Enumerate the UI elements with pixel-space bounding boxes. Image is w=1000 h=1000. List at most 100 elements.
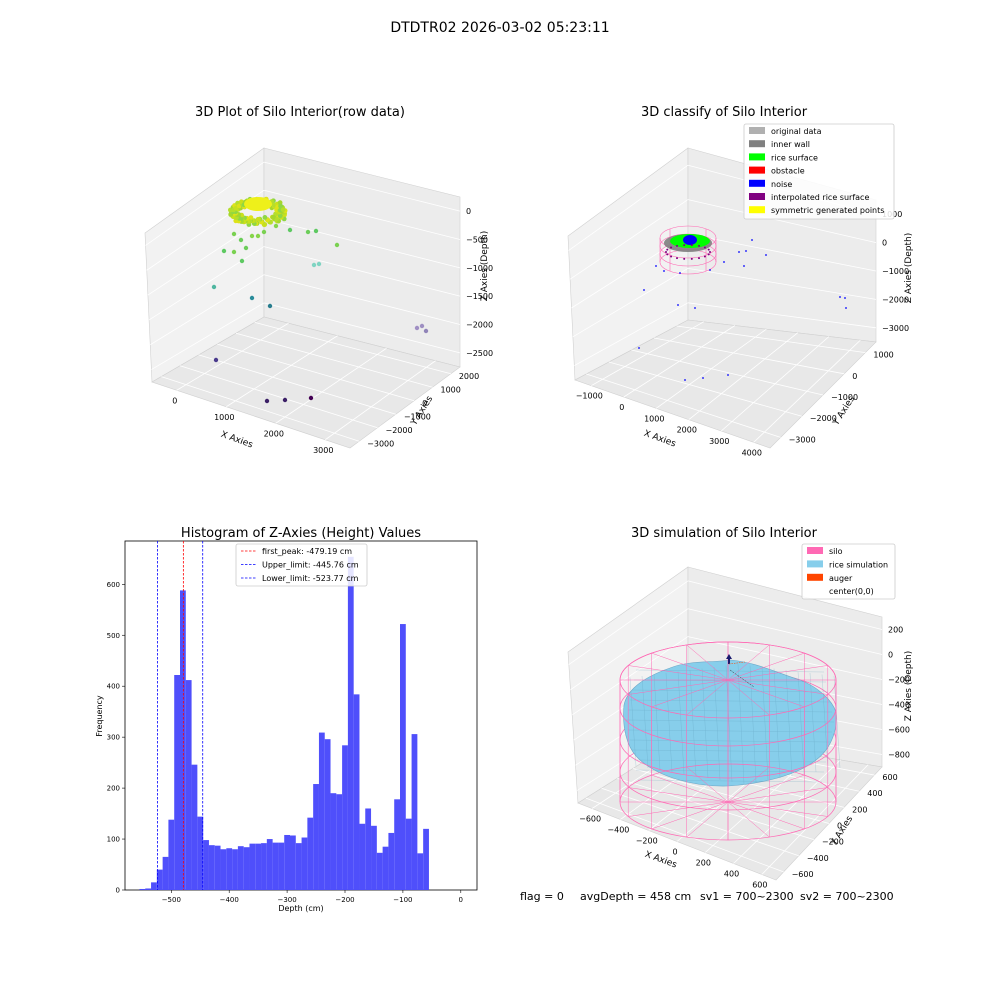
hist-x-tick: −500	[162, 896, 181, 904]
panel-simulation-3d: 3D simulation of Silo Interior	[567, 526, 914, 890]
panel2-legend: original data inner wall rice surface obsta…	[743, 123, 895, 220]
hist-bar	[139, 888, 146, 890]
panel2-gridlines	[568, 164, 877, 443]
interp-point	[666, 253, 669, 256]
raw-point	[238, 237, 244, 243]
hist-bar	[324, 739, 331, 890]
x-tick-label: −1000	[576, 392, 603, 401]
hist-y-tick: 100	[107, 836, 120, 844]
hist-bar	[284, 834, 290, 890]
panel2-xlabel: X Axies	[642, 429, 677, 450]
footer-sv1: sv1 = 700~2300	[700, 890, 794, 903]
legend-swatch	[749, 206, 765, 214]
raw-point	[211, 284, 217, 290]
hist-bar	[388, 832, 395, 890]
x-tick-label: 1000	[644, 414, 664, 423]
legend-swatch	[749, 179, 765, 187]
y-tick-label: 600	[882, 773, 897, 782]
x-tick-label: 0	[172, 396, 177, 405]
noise-point	[679, 272, 681, 274]
hist-bar	[400, 624, 406, 890]
auger-head	[726, 654, 732, 659]
raw-point	[221, 248, 227, 254]
interp-point	[665, 251, 667, 253]
raw-point	[414, 325, 420, 331]
hist-bar	[359, 823, 366, 890]
hist-x-tick: 0	[459, 896, 463, 904]
legend-label: rice surface	[771, 153, 818, 162]
legend-swatch	[749, 140, 765, 148]
z-tick-label: −1500	[466, 292, 493, 301]
y-tick-label: −200	[822, 838, 844, 847]
hist-bar	[353, 694, 360, 890]
hist-bar	[290, 835, 296, 890]
raw-point	[311, 262, 317, 268]
interp-point	[670, 255, 673, 258]
hist-x-tick: −200	[335, 896, 354, 904]
z-tick-label: −1000	[882, 267, 909, 276]
x-tick-label: 2000	[264, 429, 284, 438]
panel1-gridlines	[145, 161, 461, 442]
footer-avg-depth: avgDepth = 458 cm	[580, 890, 691, 903]
x-tick-label: 200	[696, 859, 711, 868]
raw-point	[334, 242, 340, 248]
x-tick-label: 600	[752, 881, 767, 890]
hist-bar	[255, 843, 262, 890]
raw-point	[316, 261, 322, 267]
x-tick-label: 0	[672, 848, 677, 857]
raw-point	[267, 303, 273, 309]
hist-bar	[272, 842, 279, 890]
hist-bar	[232, 849, 238, 890]
auger-arm	[728, 661, 746, 665]
raw-point	[248, 215, 254, 221]
raw-point	[255, 217, 261, 222]
interp-point	[676, 257, 678, 260]
footer-status: flag = 0 avgDepth = 458 cm sv1 = 700~230…	[520, 890, 894, 903]
noise-point	[638, 347, 640, 349]
hist-y-tick: 600	[107, 581, 120, 589]
z-tick-label: −200	[888, 676, 910, 685]
legend-label: auger	[829, 574, 853, 583]
interp-point	[670, 246, 673, 249]
legend-swatch	[807, 547, 823, 554]
panel1-xlabel: X Axies	[219, 430, 254, 451]
panel1-ticks: 0 1000 2000 3000 2000 1000 0 −1000 −2000 −3000 0 −5…	[172, 207, 493, 455]
hist-bar	[330, 793, 337, 890]
x-tick-label: 0	[619, 403, 624, 412]
hist-bar	[214, 845, 221, 890]
hist-y-tick: 200	[107, 785, 120, 793]
panel4-legend: silo rice simulation auger center(0,0)	[801, 543, 896, 600]
raw-point	[277, 213, 283, 219]
panel1-pane-floor	[151, 316, 461, 449]
hist-x-tick: −300	[277, 896, 296, 904]
raw-point	[280, 207, 286, 213]
x-tick-label: −600	[579, 815, 601, 824]
legend-swatch	[749, 127, 765, 134]
legend-swatch	[749, 166, 765, 174]
hist-ticks: −500 −400 −300 −200 −100 0 0 100 200 300 400 500 600	[107, 581, 463, 904]
hist-bar	[371, 825, 377, 890]
raw-point	[270, 214, 276, 220]
raw-point	[239, 258, 245, 264]
legend-swatch	[807, 573, 823, 581]
legend-swatch	[807, 560, 823, 568]
x-tick-label: 3000	[313, 446, 333, 455]
hist-bar	[220, 849, 227, 890]
hist-bar	[249, 843, 256, 890]
z-tick-label: −400	[888, 701, 910, 710]
hist-bar	[423, 828, 429, 890]
y-tick-label: 0	[837, 822, 842, 831]
hist-vlines	[157, 541, 204, 890]
hist-legend-frame	[235, 543, 368, 587]
noise-point	[727, 374, 729, 376]
legend-label: silo	[829, 547, 843, 556]
y-tick-label: 2000	[459, 372, 479, 381]
legend-label: inner wall	[771, 140, 810, 149]
noise-point	[684, 379, 686, 381]
noise-point	[745, 250, 747, 252]
noise-point	[738, 251, 740, 253]
legend-label: obstacle	[771, 167, 805, 176]
hist-bar	[156, 869, 163, 890]
raw-point	[264, 398, 270, 404]
noise-point	[765, 254, 767, 256]
